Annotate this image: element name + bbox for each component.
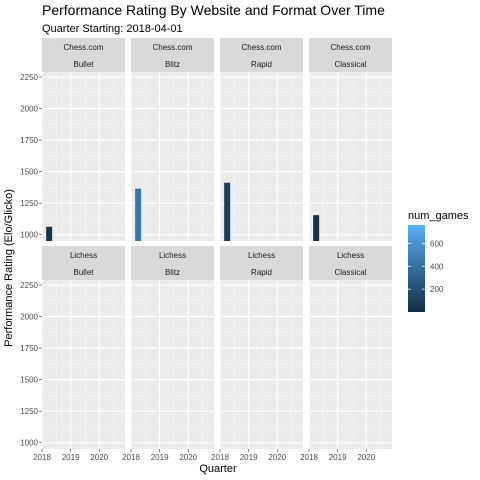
facet-chesscom-rapid: Chess.com Rapid [219,38,303,241]
strip-website [131,246,214,263]
x-tick-label: 2018 [211,453,229,462]
legend-label: 200 [430,285,444,294]
strip-website [309,38,392,55]
strip-format [42,263,125,280]
strip-website [42,246,125,263]
strip-website [309,246,392,263]
chart-subtitle: Quarter Starting: 2018-04-01 [42,23,183,35]
strip-website-label: Lichess [70,251,97,260]
bar-chesscom-blitz [135,188,142,241]
x-tick-label: 2020 [357,453,375,462]
chart-title: Performance Rating By Website and Format… [42,2,385,18]
facet-chesscom-bullet: Chess.com Bullet [41,38,125,241]
strip-format-label: Classical [334,268,366,277]
strip-website-label: Chess.com [330,43,370,52]
strip-format-label: Blitz [165,268,180,277]
y-tick-label: 2250 [20,73,38,82]
bar-chesscom-rapid [224,182,231,241]
x-axis-title: Quarter [199,463,237,475]
strip-website [131,38,214,55]
x-tick-label: 2018 [122,453,140,462]
x-tick-label: 2018 [33,453,51,462]
facet-chesscom-classical: Chess.com Classical [308,38,392,241]
y-tick-label: 2000 [20,105,38,114]
x-tick-label: 2020 [179,453,197,462]
x-tick-label: 2019 [329,453,347,462]
legend-label: 600 [430,239,444,248]
panel-background [309,72,392,241]
strip-website-label: Lichess [159,251,186,260]
legend-label: 400 [430,262,444,271]
strip-website-label: Chess.com [241,43,281,52]
bar-chesscom-bullet [46,226,53,241]
y-tick-label: 1500 [20,376,38,385]
panel-background [220,72,303,241]
panel-background [309,280,392,449]
legend-colorbar [408,225,425,312]
strip-format-label: Bullet [73,60,94,69]
y-tick-label: 1000 [20,439,38,448]
strip-format [131,263,214,280]
strip-format [309,55,392,72]
strip-website [220,38,303,55]
y-tick-label: 1750 [20,344,38,353]
panel-background [42,72,125,241]
legend: num_games 200 400 600 [408,210,469,312]
y-tick-labels: 1000 1250 1500 1750 2000 2250 1000 1250 1500 1750… [20,73,42,448]
panel-background [131,72,214,241]
strip-website-label: Lichess [248,251,275,260]
y-tick-label: 2250 [20,281,38,290]
y-tick-label: 2000 [20,313,38,322]
x-tick-label: 2019 [240,453,258,462]
bar-chesscom-classical [313,215,320,241]
strip-website-label: Chess.com [152,43,192,52]
facet-panels: Chess.com Bullet Chess.com Blitz Chess.com Ra… [41,38,392,449]
x-tick-labels: 2018 2019 2020 2018 2019 2020 2018 2019 2020 2018… [33,449,376,462]
facet-lichess-rapid: Lichess Rapid [219,246,303,449]
strip-format [220,263,303,280]
strip-format-label: Blitz [165,60,180,69]
strip-format [42,55,125,72]
y-tick-label: 1250 [20,199,38,208]
x-tick-label: 2019 [151,453,169,462]
strip-website [220,246,303,263]
y-tick-label: 1000 [20,231,38,240]
strip-format [220,55,303,72]
strip-format [131,55,214,72]
strip-format-label: Rapid [251,60,272,69]
facet-lichess-classical: Lichess Classical [308,246,392,449]
y-tick-label: 1500 [20,168,38,177]
facet-lichess-bullet: Lichess Bullet [41,246,125,449]
x-tick-label: 2020 [90,453,108,462]
panel-background [131,280,214,449]
facet-lichess-blitz: Lichess Blitz [130,246,214,449]
strip-website [42,38,125,55]
facet-chesscom-blitz: Chess.com Blitz [130,38,214,241]
x-tick-label: 2018 [300,453,318,462]
panel-background [42,280,125,449]
x-tick-label: 2020 [268,453,286,462]
strip-website-label: Lichess [337,251,364,260]
strip-format-label: Classical [334,60,366,69]
y-axis-title: Performance Rating (Elo/Glicko) [3,189,15,347]
panel-background [220,280,303,449]
strip-format [309,263,392,280]
strip-format-label: Rapid [251,268,272,277]
strip-format-label: Bullet [73,268,94,277]
x-tick-label: 2019 [62,453,80,462]
y-tick-label: 1750 [20,136,38,145]
strip-website-label: Chess.com [63,43,103,52]
legend-title: num_games [408,210,469,222]
y-tick-label: 1250 [20,407,38,416]
